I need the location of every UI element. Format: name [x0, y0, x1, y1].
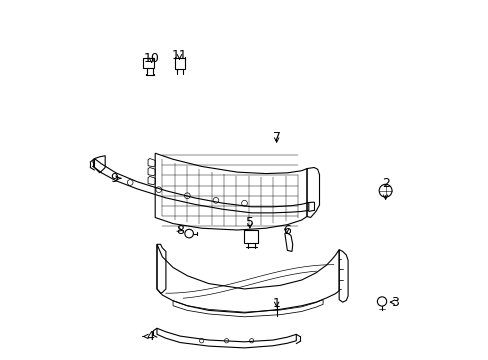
- Text: 11: 11: [171, 49, 187, 62]
- Text: 3: 3: [389, 296, 398, 309]
- Text: 1: 1: [272, 297, 280, 310]
- Text: 8: 8: [176, 224, 184, 237]
- Text: 10: 10: [143, 52, 159, 65]
- Text: 9: 9: [110, 172, 121, 185]
- Text: 4: 4: [143, 330, 153, 343]
- Text: 7: 7: [272, 131, 280, 144]
- Text: 6: 6: [282, 224, 290, 237]
- Text: 5: 5: [245, 216, 253, 229]
- Text: 2: 2: [381, 177, 389, 199]
